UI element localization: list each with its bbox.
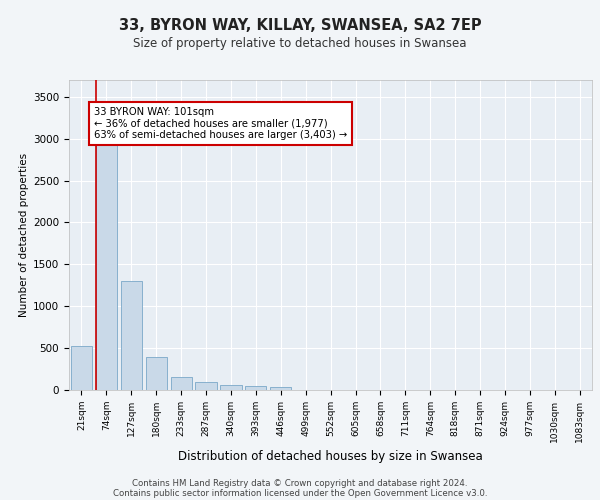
Bar [71, 346, 92, 390]
Bar [170, 377, 192, 390]
Text: Contains public sector information licensed under the Open Government Licence v3: Contains public sector information licen… [113, 488, 487, 498]
Bar [96, 143, 117, 390]
Bar [245, 386, 266, 390]
Bar [220, 385, 242, 390]
Bar [146, 358, 167, 390]
Text: Contains HM Land Registry data © Crown copyright and database right 2024.: Contains HM Land Registry data © Crown c… [132, 478, 468, 488]
Text: Size of property relative to detached houses in Swansea: Size of property relative to detached ho… [133, 38, 467, 51]
Bar [121, 281, 142, 390]
Bar [196, 382, 217, 390]
Text: 33, BYRON WAY, KILLAY, SWANSEA, SA2 7EP: 33, BYRON WAY, KILLAY, SWANSEA, SA2 7EP [119, 18, 481, 32]
X-axis label: Distribution of detached houses by size in Swansea: Distribution of detached houses by size … [178, 450, 483, 463]
Bar [270, 386, 292, 390]
Y-axis label: Number of detached properties: Number of detached properties [19, 153, 29, 317]
Text: 33 BYRON WAY: 101sqm
← 36% of detached houses are smaller (1,977)
63% of semi-de: 33 BYRON WAY: 101sqm ← 36% of detached h… [94, 107, 347, 140]
